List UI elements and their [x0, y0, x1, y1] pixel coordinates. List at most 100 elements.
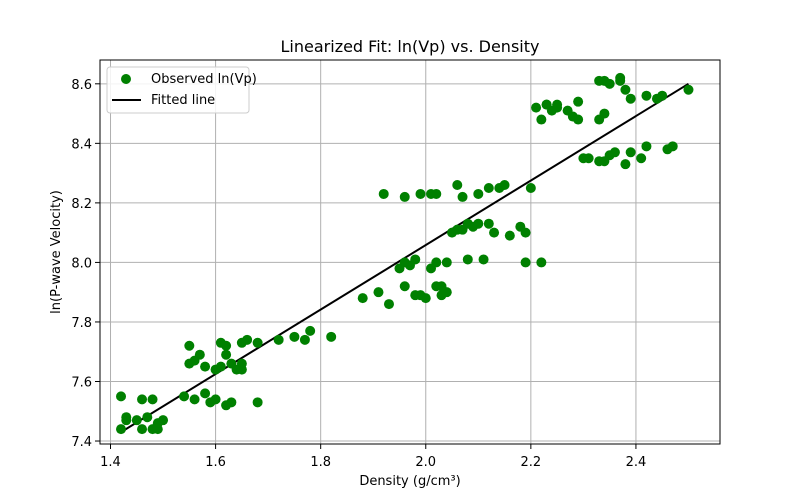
data-point — [504, 230, 515, 241]
data-point — [683, 84, 694, 95]
data-point — [536, 114, 547, 125]
x-axis-label: Density (g/cm³) — [359, 474, 460, 489]
data-point — [520, 257, 531, 268]
plot-frame — [99, 59, 721, 445]
data-point — [473, 218, 484, 229]
data-point — [383, 299, 394, 310]
data-point — [242, 334, 253, 345]
data-point — [583, 153, 594, 164]
data-point — [142, 412, 153, 423]
data-point — [200, 361, 211, 372]
data-point — [415, 188, 426, 199]
data-point — [326, 331, 337, 342]
data-point — [431, 188, 442, 199]
data-point — [636, 153, 647, 164]
data-point — [620, 84, 631, 95]
data-point — [525, 183, 536, 193]
legend-label-observed: Observed ln(Vp) — [151, 72, 257, 87]
legend-box — [106, 66, 250, 114]
data-point — [441, 257, 452, 268]
legend-label-fitted: Fitted line — [151, 93, 215, 108]
data-point — [499, 180, 510, 191]
data-point — [615, 72, 626, 83]
data-point — [252, 397, 263, 408]
data-point — [599, 108, 610, 119]
data-point — [131, 415, 142, 426]
y-tick-label: 7.4 — [71, 435, 92, 450]
data-point — [410, 254, 421, 265]
y-tick-label: 8.2 — [71, 197, 92, 212]
data-point — [373, 287, 384, 298]
data-point — [609, 147, 620, 158]
x-axis-ticks: 1.4 1.6 1.8 2.0 2.2 2.4 — [100, 444, 646, 470]
data-point — [210, 394, 221, 405]
data-point — [357, 293, 368, 304]
data-point — [641, 90, 652, 101]
y-tick-label: 8.4 — [71, 137, 92, 152]
y-tick-label: 7.8 — [71, 316, 92, 331]
data-point — [179, 391, 190, 402]
scatter-points — [116, 72, 694, 435]
data-point — [399, 281, 410, 292]
data-point — [299, 334, 310, 345]
data-point — [420, 293, 431, 304]
data-point — [158, 415, 169, 426]
data-point — [184, 340, 195, 351]
data-point — [483, 218, 494, 229]
data-point — [116, 424, 127, 435]
data-point — [620, 159, 631, 170]
x-tick-label: 1.4 — [100, 455, 121, 470]
data-point — [200, 388, 211, 399]
data-point — [457, 191, 468, 202]
x-tick-label: 1.6 — [205, 455, 226, 470]
legend-marker-observed — [121, 74, 131, 84]
data-point — [520, 227, 531, 238]
data-point — [116, 391, 127, 402]
x-tick-label: 2.0 — [415, 455, 436, 470]
data-point — [625, 147, 636, 158]
data-point — [478, 254, 489, 265]
data-point — [483, 183, 494, 193]
data-point — [625, 93, 636, 104]
data-point — [137, 394, 148, 405]
data-point — [473, 188, 484, 199]
data-point — [489, 227, 500, 238]
data-point — [194, 349, 205, 360]
data-point — [189, 394, 200, 405]
data-point — [121, 412, 132, 423]
data-point — [462, 254, 473, 265]
data-point — [536, 257, 547, 268]
legend: Observed ln(Vp) Fitted line — [106, 66, 257, 114]
x-tick-label: 2.4 — [626, 455, 647, 470]
data-point — [573, 96, 584, 107]
data-point — [552, 102, 563, 113]
data-point — [215, 361, 226, 372]
grid — [100, 60, 720, 444]
data-point — [236, 358, 247, 369]
data-point — [573, 114, 584, 125]
data-point — [531, 102, 542, 113]
data-point — [289, 331, 300, 342]
data-point — [657, 90, 668, 101]
data-point — [273, 334, 284, 345]
data-point — [147, 394, 158, 405]
data-point — [221, 349, 232, 360]
y-axis-label: ln(P-wave Velocity) — [49, 190, 64, 314]
data-point — [604, 78, 615, 89]
data-point — [137, 424, 148, 435]
data-point — [667, 141, 678, 152]
y-tick-label: 7.6 — [71, 375, 92, 390]
data-point — [305, 325, 316, 336]
data-point — [221, 340, 232, 351]
data-point — [226, 397, 237, 408]
data-point — [378, 188, 389, 199]
chart-title: Linearized Fit: ln(Vp) vs. Density — [281, 37, 540, 56]
y-tick-label: 8.6 — [71, 78, 92, 93]
data-point — [441, 287, 452, 298]
y-axis-ticks: 7.4 7.6 7.8 8.0 8.2 8.4 8.6 — [71, 78, 100, 450]
data-point — [431, 257, 442, 268]
x-tick-label: 1.8 — [310, 455, 331, 470]
data-point — [399, 191, 410, 202]
data-point — [452, 180, 463, 191]
